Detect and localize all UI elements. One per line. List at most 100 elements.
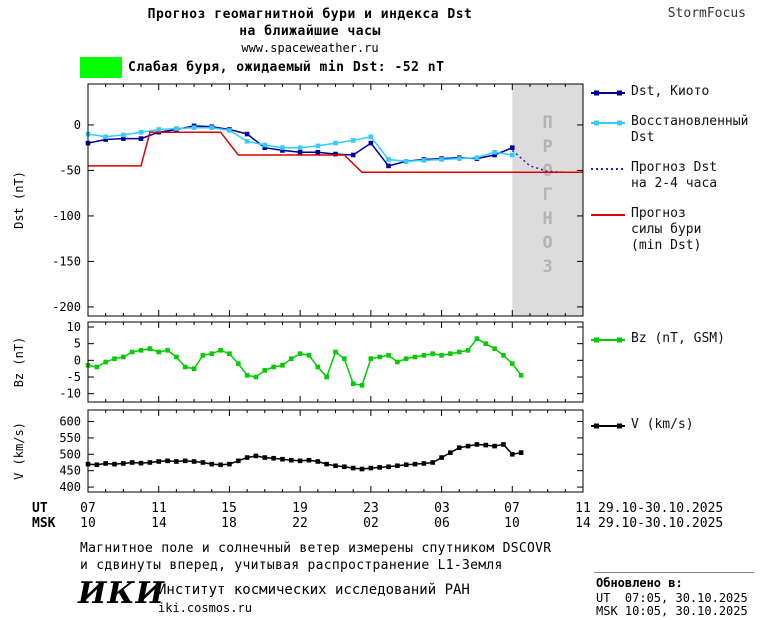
iki-site-link[interactable]: iki.cosmos.ru bbox=[158, 601, 252, 615]
legend-label: Прогноз силы бури (min Dst) bbox=[631, 206, 702, 253]
series-marker bbox=[280, 456, 285, 462]
y-tick-label: 500 bbox=[59, 447, 81, 461]
series-marker bbox=[147, 346, 153, 351]
series-marker bbox=[483, 442, 489, 448]
msk-tick-label: 10 bbox=[504, 516, 520, 531]
series-marker bbox=[492, 152, 497, 158]
series-marker bbox=[403, 356, 409, 361]
series-marker bbox=[483, 341, 489, 346]
y-tick-label: -150 bbox=[52, 254, 81, 268]
bz-legend: Bz (nT, GSM) bbox=[591, 331, 759, 361]
series-marker bbox=[138, 460, 144, 466]
series-line bbox=[87, 443, 522, 470]
ut-tick-label: 03 bbox=[434, 501, 450, 516]
series-marker bbox=[182, 458, 188, 464]
series-line bbox=[87, 337, 522, 387]
series-marker bbox=[262, 142, 268, 148]
ut-tick-label: 07 bbox=[504, 501, 520, 516]
series-marker bbox=[465, 443, 471, 449]
series-marker bbox=[465, 348, 471, 353]
legend-swatch-icon bbox=[591, 214, 625, 216]
forecast-band-label: Н bbox=[543, 209, 553, 229]
series-marker bbox=[289, 457, 294, 463]
series-marker bbox=[94, 462, 100, 468]
series-marker bbox=[386, 464, 391, 470]
legend-label: Bz (nT, GSM) bbox=[631, 331, 725, 346]
plot-frame bbox=[87, 83, 584, 317]
series-marker bbox=[244, 373, 250, 378]
series-marker bbox=[235, 458, 241, 464]
legend-swatch-icon bbox=[591, 90, 625, 96]
page-title-line1: Прогноз геомагнитной бури и индекса Dst bbox=[147, 7, 473, 22]
storm-level-swatch bbox=[80, 57, 122, 78]
series-marker bbox=[156, 459, 162, 464]
series-marker bbox=[147, 460, 153, 465]
series-marker bbox=[492, 443, 497, 449]
series-marker bbox=[368, 140, 374, 146]
y-tick-label: -50 bbox=[59, 163, 81, 177]
legend-swatch-icon bbox=[591, 423, 625, 429]
series-marker bbox=[94, 364, 100, 370]
series-marker bbox=[412, 461, 418, 467]
legend-swatch-icon bbox=[591, 120, 625, 126]
series-marker bbox=[359, 383, 365, 388]
series-marker bbox=[492, 149, 497, 155]
legend-entry: Dst, Киото bbox=[591, 84, 759, 100]
series-marker bbox=[430, 460, 436, 465]
series-marker bbox=[474, 155, 480, 160]
msk-tick-label: 14 bbox=[151, 516, 167, 531]
updated-msk-time: MSK 10:05, 30.10.2025 bbox=[596, 604, 748, 618]
series-marker bbox=[350, 465, 356, 471]
series-marker bbox=[456, 156, 462, 161]
series-marker bbox=[386, 157, 391, 162]
series-marker bbox=[333, 349, 338, 355]
forecast-band-label: З bbox=[543, 257, 553, 277]
series-marker bbox=[138, 129, 144, 135]
series-marker bbox=[165, 458, 170, 464]
series-marker bbox=[103, 461, 108, 466]
series-marker bbox=[518, 450, 524, 455]
series-marker bbox=[244, 455, 250, 460]
series-marker bbox=[191, 366, 197, 371]
series-marker bbox=[509, 361, 515, 366]
institute-name: Институт космических исследований РАН bbox=[158, 582, 470, 598]
series-marker bbox=[103, 134, 108, 140]
series-marker bbox=[174, 459, 179, 464]
series-marker bbox=[297, 149, 303, 155]
msk-tick-label: 06 bbox=[434, 516, 450, 531]
y-tick-label: 0 bbox=[74, 353, 81, 367]
ut-tick-label: 23 bbox=[363, 501, 379, 516]
series-marker bbox=[209, 461, 215, 467]
series-marker bbox=[403, 462, 409, 468]
legend-swatch-icon bbox=[591, 337, 625, 343]
series-marker bbox=[342, 356, 347, 361]
legend-swatch-icon bbox=[591, 168, 625, 170]
series-marker bbox=[324, 374, 329, 380]
y-tick-label: -5 bbox=[67, 370, 81, 384]
series-marker bbox=[182, 364, 188, 370]
series-marker bbox=[474, 442, 480, 447]
series-marker bbox=[138, 136, 144, 141]
series-marker bbox=[227, 128, 232, 133]
series-marker bbox=[315, 364, 321, 370]
series-marker bbox=[333, 140, 338, 146]
series-marker bbox=[501, 353, 506, 358]
series-marker bbox=[509, 152, 515, 158]
series-marker bbox=[227, 461, 232, 467]
series-marker bbox=[174, 126, 179, 131]
series-marker bbox=[280, 145, 285, 150]
series-marker bbox=[103, 137, 108, 142]
legend-entry: Прогноз Dst на 2-4 часа bbox=[591, 160, 759, 192]
series-marker bbox=[395, 463, 400, 469]
x-axis-ut-row: UT 07 11 15 19 23 03 07 11 29.10-30.10.2025 bbox=[0, 501, 760, 516]
series-marker bbox=[289, 356, 294, 361]
series-marker bbox=[235, 361, 241, 366]
forecast-band bbox=[512, 84, 583, 316]
spaceweather-link[interactable]: www.spaceweather.ru bbox=[241, 41, 379, 55]
series-marker bbox=[306, 353, 312, 358]
series-marker bbox=[209, 351, 215, 356]
ut-tick-label: 07 bbox=[80, 501, 96, 516]
bz-axis-label: Bz (nT) bbox=[12, 336, 26, 388]
series-marker bbox=[121, 132, 126, 138]
